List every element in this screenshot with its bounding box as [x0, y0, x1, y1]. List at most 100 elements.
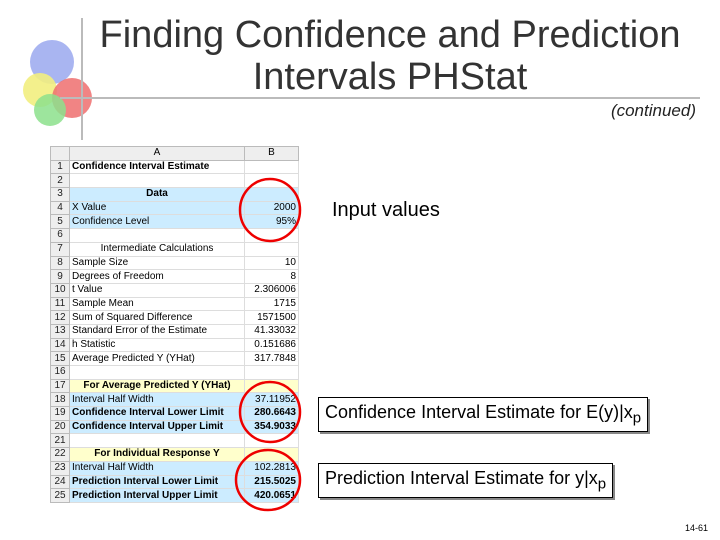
sheet-row: 3 Data	[50, 187, 299, 202]
sheet-row: 19 Confidence Interval Lower Limit 280.664…	[50, 406, 299, 421]
title-line: Intervals PHStat	[252, 56, 528, 98]
cell-a	[69, 365, 245, 380]
sheet-row: 15 Average Predicted Y (YHat) 317.7848	[50, 351, 299, 366]
sheet-row: 9 Degrees of Freedom 8	[50, 269, 299, 284]
sheet-row: 1 Confidence Interval Estimate	[50, 159, 299, 175]
cell-a: Interval Half Width	[69, 460, 245, 476]
row-number: 13	[50, 323, 70, 339]
callout: Input values	[332, 199, 440, 221]
row-number: 18	[50, 392, 70, 408]
cell-a: X Value	[69, 200, 245, 216]
row-number: 22	[50, 447, 70, 462]
cell-a: Confidence Level	[69, 214, 245, 230]
callout-text: Confidence Interval Estimate for E(y)|x	[325, 402, 633, 422]
sheet-row: 5 Confidence Level 95%	[50, 214, 299, 230]
cell-b	[244, 241, 299, 257]
callout-box: Prediction Interval Estimate for y|xp	[318, 463, 614, 498]
cell-b	[244, 159, 299, 175]
sheet-row: 2	[50, 173, 299, 189]
cell-b: 2.306006	[244, 282, 299, 298]
column-header: A	[69, 146, 245, 161]
spreadsheet: A B 1 Confidence Interval Estimate 2 3 Data 4 X …	[50, 146, 299, 503]
column-header: B	[244, 146, 299, 161]
cell-b	[244, 187, 299, 202]
page-number: 14-61	[684, 523, 708, 533]
cell-b: 95%	[244, 214, 299, 230]
row-number: 12	[50, 310, 70, 325]
row-number: 4	[50, 200, 70, 216]
sheet-row: 7 Intermediate Calculations	[50, 241, 299, 257]
row-number: 16	[50, 365, 70, 380]
sheet-row: 18 Interval Half Width 37.11952	[50, 392, 299, 408]
sheet-row: 12 Sum of Squared Difference 1571500	[50, 310, 299, 325]
sheet-row: 22 For Individual Response Y	[50, 447, 299, 462]
cell-b	[244, 447, 299, 462]
sheet-row: 6	[50, 228, 299, 243]
cell-a: For Average Predicted Y (YHat)	[69, 378, 245, 394]
cell-b: 280.6643	[244, 406, 299, 421]
cell-b: 354.9033	[244, 419, 299, 435]
sheet-row: 16	[50, 365, 299, 380]
sheet-row: 21	[50, 433, 299, 449]
cell-a: Sample Size	[69, 255, 245, 271]
cell-a: Confidence Interval Estimate	[69, 159, 245, 175]
cell-b: 0.151686	[244, 337, 299, 353]
row-number: 19	[50, 406, 70, 421]
row-number: 25	[50, 488, 70, 503]
row-number: 15	[50, 351, 70, 366]
cell-a: Interval Half Width	[69, 392, 245, 408]
row-number: 3	[50, 187, 70, 202]
callout-text: Prediction Interval Estimate for y|x	[325, 468, 598, 488]
row-number: 1	[50, 159, 70, 175]
cell-a: t Value	[69, 282, 245, 298]
row-number: 6	[50, 228, 70, 243]
row-number: 24	[50, 474, 70, 490]
cell-b: 1571500	[244, 310, 299, 325]
cell-b: 102.2813	[244, 460, 299, 476]
cell-b: 10	[244, 255, 299, 271]
cell-a: Sum of Squared Difference	[69, 310, 245, 325]
cell-b: 215.5025	[244, 474, 299, 490]
sheet-row: 24 Prediction Interval Lower Limit 215.502…	[50, 474, 299, 490]
subtitle: (continued)	[610, 101, 696, 120]
sheet-row: 8 Sample Size 10	[50, 255, 299, 271]
cell-a: For Individual Response Y	[69, 447, 245, 462]
cell-a: Prediction Interval Lower Limit	[69, 474, 245, 490]
cell-a: Confidence Interval Lower Limit	[69, 406, 245, 421]
sheet-row: 10 t Value 2.306006	[50, 282, 299, 298]
cell-b: 317.7848	[244, 351, 299, 366]
corner-cell	[50, 146, 70, 161]
cell-b	[244, 173, 299, 189]
sheet-row: 25 Prediction Interval Upper Limit 420.065…	[50, 488, 299, 503]
cell-b: 1715	[244, 296, 299, 312]
sheet-row: 13 Standard Error of the Estimate 41.33032	[50, 323, 299, 339]
row-number: 21	[50, 433, 70, 449]
cell-a: Data	[69, 187, 245, 202]
row-number: 9	[50, 269, 70, 284]
cell-a	[69, 433, 245, 449]
cell-b: 8	[244, 269, 299, 284]
cell-b: 37.11952	[244, 392, 299, 408]
sheet-row: 17 For Average Predicted Y (YHat)	[50, 378, 299, 394]
cell-b	[244, 433, 299, 449]
cell-a: Confidence Interval Upper Limit	[69, 419, 245, 435]
cell-b: 2000	[244, 200, 299, 216]
row-number: 7	[50, 241, 70, 257]
subscript: p	[632, 409, 642, 427]
row-number: 14	[50, 337, 70, 353]
cell-a: Prediction Interval Upper Limit	[69, 488, 245, 503]
row-number: 8	[50, 255, 70, 271]
cell-b: 41.33032	[244, 323, 299, 339]
cell-b: 420.0651	[244, 488, 299, 503]
cell-a: Degrees of Freedom	[69, 269, 245, 284]
subscript: p	[597, 475, 607, 493]
cell-b	[244, 228, 299, 243]
cell-b	[244, 378, 299, 394]
row-number: 2	[50, 173, 70, 189]
row-number: 20	[50, 419, 70, 435]
sheet-row: 11 Sample Mean 1715	[50, 296, 299, 312]
cell-a: Average Predicted Y (YHat)	[69, 351, 245, 366]
row-number: 11	[50, 296, 70, 312]
